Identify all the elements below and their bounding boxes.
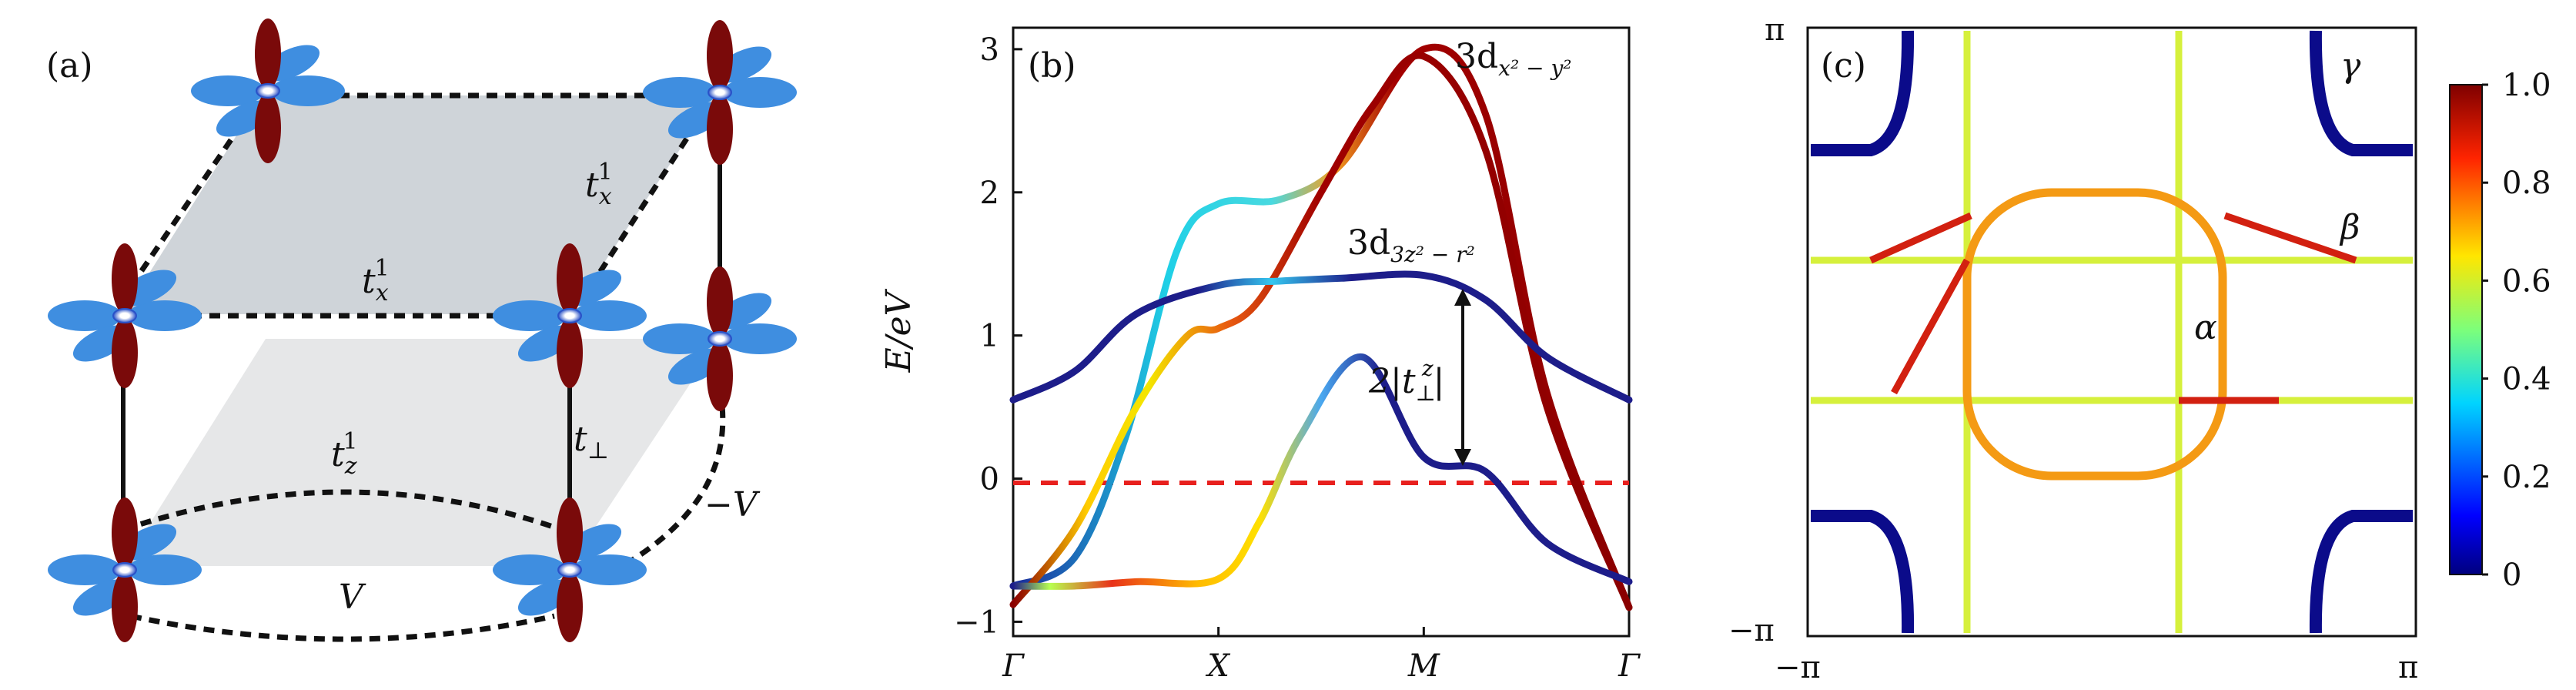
colorbar-tick-label: 1.0 xyxy=(2502,68,2551,103)
panel-b-ylabel: E/eV xyxy=(879,288,918,373)
colorbar-tick-label: 0.6 xyxy=(2502,263,2551,299)
colorbar-tick-label: 0.4 xyxy=(2502,362,2551,397)
label-alpha: α xyxy=(2194,308,2217,347)
panel-b-label: (b) xyxy=(1028,46,1076,85)
alpha-pocket xyxy=(1962,188,2227,481)
label-tperp: t⊥ xyxy=(574,420,609,464)
label-tz: tz1 xyxy=(331,428,358,480)
panel-b-frame xyxy=(1012,26,1631,638)
panel-a: (a) tx1 tx1 tz1 t⊥ −V V xyxy=(46,18,798,643)
b-ytick-label: 3 xyxy=(980,32,999,68)
gamma-pocket-br xyxy=(2309,510,2413,634)
label-v: V xyxy=(339,578,366,617)
bond-tz xyxy=(122,489,564,533)
panel-a-label: (a) xyxy=(46,46,93,85)
band-line xyxy=(1009,52,1633,611)
panel-b-ticks: −1 0 1 2 3 Γ X M Γ xyxy=(954,32,1641,684)
label-tx-top: tx1 xyxy=(585,159,613,210)
b-ytick-label: 0 xyxy=(980,462,999,497)
b-xtick-label: M xyxy=(1407,648,1440,684)
panel-c-frame xyxy=(1806,26,2417,638)
b-xtick-label: X xyxy=(1205,648,1230,684)
bond-neg-v xyxy=(630,388,726,563)
panel-c-label: (c) xyxy=(1821,46,1866,85)
b-xtick-label: Γ xyxy=(1002,648,1025,684)
band-label-x2y2: 3dx² − y² xyxy=(1455,37,1572,81)
c-ytick-top: π xyxy=(1765,12,1785,48)
alpha-beta-crossings xyxy=(1869,212,2357,404)
b-ytick-label: 2 xyxy=(980,176,999,211)
b-ytick-label: 1 xyxy=(980,319,999,354)
gamma-pocket-tr xyxy=(2309,30,2413,156)
gamma-pocket-tl xyxy=(1811,30,1915,156)
band-line xyxy=(1009,43,1633,611)
colorbar-tick-label: 0.8 xyxy=(2502,166,2551,201)
band-line xyxy=(1009,353,1633,590)
colorbar xyxy=(2449,84,2483,575)
bond-top-right xyxy=(581,122,699,299)
panel-b: (b) −1 0 1 2 3 Γ X M Γ E/eV 3dx² − y² 3d3z² − r²… xyxy=(879,26,1641,684)
gap-arrow-head-bottom xyxy=(1454,449,1471,466)
c-xtick-left: −π xyxy=(1775,650,1821,685)
bond-v-bottom xyxy=(130,613,555,642)
colorbar-tick-label: 0.2 xyxy=(2502,460,2551,495)
band-line xyxy=(1009,270,1633,404)
b-xtick-label: Γ xyxy=(1618,648,1641,684)
top-plane xyxy=(123,95,716,314)
gap-label: 2|t⊥z| xyxy=(1368,356,1444,406)
band-label-3z2r2: 3d3z² − r² xyxy=(1347,223,1475,267)
label-beta: β xyxy=(2339,208,2360,247)
gap-arrow-head-top xyxy=(1454,289,1471,306)
label-neg-v: −V xyxy=(704,485,761,524)
colorbar-tick-label: 0 xyxy=(2502,558,2521,593)
panel-b-bands xyxy=(1009,43,1633,611)
panel-c: (c) γ β α π −π −π π 0 0.2 0.4 0.6 0.8 1.0 xyxy=(1728,12,2551,685)
label-tx-mid: tx1 xyxy=(362,255,390,306)
b-ytick-label: −1 xyxy=(954,605,999,640)
c-xtick-right: π xyxy=(2398,650,2418,685)
gamma-pocket-bl xyxy=(1811,510,1915,634)
label-gamma: γ xyxy=(2340,46,2361,85)
colorbar-ticks: 0 0.2 0.4 0.6 0.8 1.0 xyxy=(2482,68,2551,593)
bottom-plane xyxy=(123,339,720,566)
c-ytick-bottom: −π xyxy=(1728,613,1775,648)
